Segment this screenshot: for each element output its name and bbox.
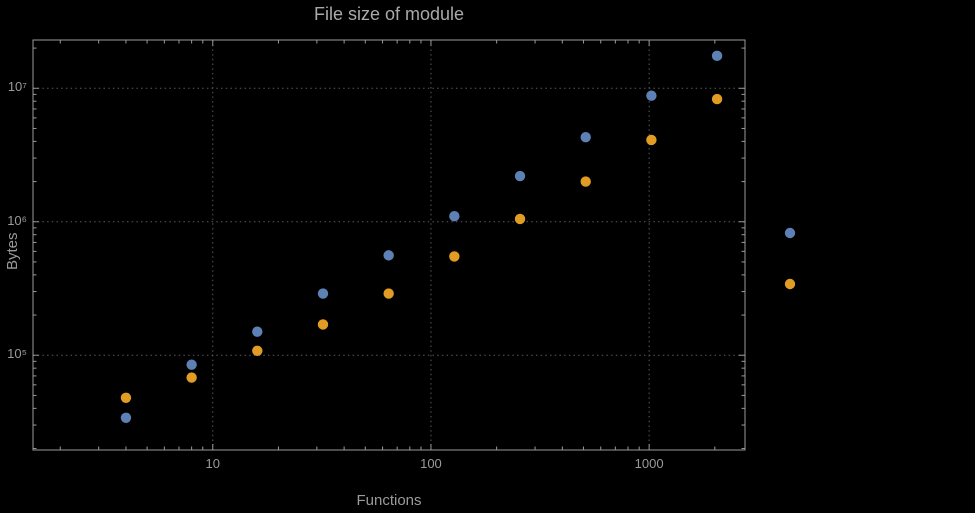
data-point-series-1-blue [383,250,394,261]
data-point-series-1-blue [186,359,197,370]
data-point-series-1-blue [120,412,132,423]
y-tick-label: 10⁶ [7,212,27,228]
data-point-series-1-blue [252,326,263,337]
data-point-series-1-blue [317,288,329,299]
x-tick-label: 1000 [634,456,664,471]
x-tick-label: 10 [205,456,220,471]
data-point-series-2-orange [317,319,329,330]
y-tick-label: 10⁵ [7,346,27,362]
data-point-series-2-orange [711,93,723,105]
legend-marker-blue [784,227,796,239]
data-point-series-2-orange [449,251,460,262]
data-point-series-2-orange [646,134,657,146]
data-point-series-1-blue [580,132,591,143]
data-point-series-2-orange [186,372,197,383]
data-point-series-1-blue [514,170,526,182]
data-point-series-2-orange [120,392,132,403]
data-point-series-1-blue [646,90,657,101]
data-point-series-1-blue [449,211,460,222]
data-point-series-2-orange [580,176,591,187]
chart-title: File size of module [313,4,465,24]
plot-frame [32,39,746,451]
legend-marker-orange [784,278,796,290]
x-axis-label: Functions [356,492,422,509]
data-point-series-2-orange [514,213,526,225]
data-point-series-2-orange [252,345,263,356]
x-tick-label: 100 [420,456,442,471]
y-tick-label: 10⁷ [7,79,27,95]
data-point-series-1-blue [711,50,723,62]
data-point-series-2-orange [383,288,394,299]
